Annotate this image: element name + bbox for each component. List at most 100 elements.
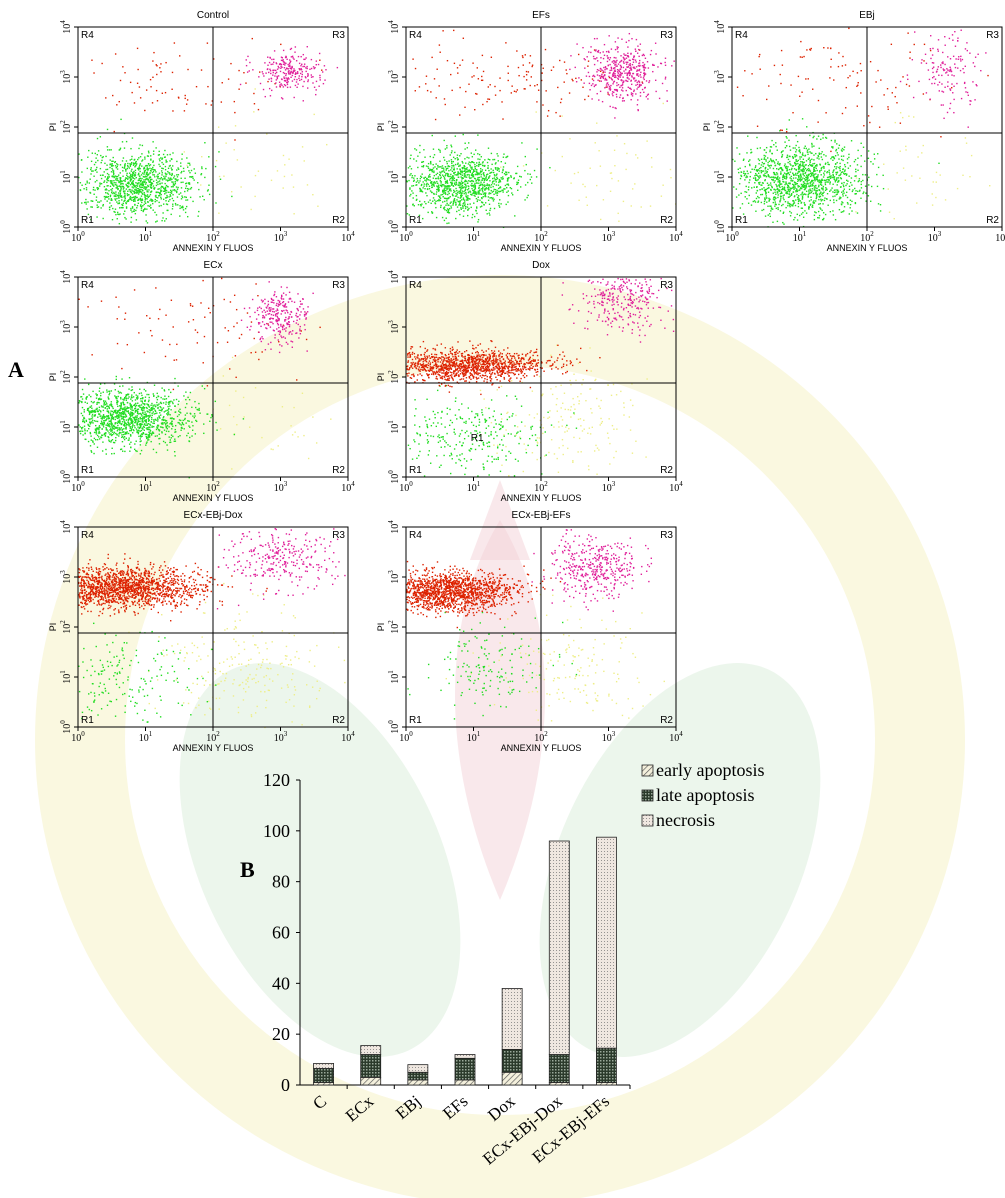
x-tick-label: C [309,1092,330,1114]
region-label: R4 [81,30,94,41]
legend-swatch [641,764,654,777]
y-tick-label: 120 [263,770,290,790]
y-tick-label: 104 [59,20,73,34]
region-label: R4 [409,530,422,541]
x-tick-label: 100 [71,730,85,744]
region-label: R4 [735,30,748,41]
x-tick-label: 103 [602,730,616,744]
bar-necrosis [501,988,523,1050]
y-axis-label: PI [48,623,58,632]
panel-control: Control R1 R2 R3 R4 100 101 102 103 104 100 101 102 1… [48,5,360,255]
legend-label: early apoptosis [656,760,764,780]
x-tick-label: 101 [139,480,153,494]
panel-ecx-ebj-efs: ECx-EBj-EFs R1 R2 R3 R4 100 101 102 103 104 100 101… [376,505,688,755]
panel-svg: Control R1 R2 R3 R4 100 101 102 103 104 100 101 102 1… [48,10,355,253]
y-tick-label: 101 [387,170,401,184]
figure-label-a: A [8,357,24,382]
region-label: R1 [735,215,748,226]
bar-late-apoptosis [313,1068,334,1083]
region-label: R1 [81,715,94,726]
y-axis-label: PI [702,123,712,132]
x-tick-label: 102 [860,230,874,244]
x-tick-label: 104 [669,230,683,244]
x-tick-label: 103 [274,230,288,244]
bar-early-apoptosis [454,1079,476,1086]
stacked-bar-chart: 0 20 40 60 80 100 120 B C ECx EBj EFs Dox ECx-EBj-Dox… [240,760,840,1195]
y-tick-label: 103 [59,70,73,84]
y-tick-label: 101 [387,420,401,434]
y-tick-label: 100 [387,470,401,484]
legend-swatch [641,814,654,827]
region-label: R4 [81,280,94,291]
region-label: R2 [332,715,345,726]
region-label: R3 [660,530,673,541]
y-tick-label: 104 [387,20,401,34]
bar-necrosis [407,1064,429,1073]
bar-late-apoptosis [501,1049,523,1073]
x-tick-label: 102 [206,230,220,244]
y-tick-label: 101 [59,170,73,184]
y-tick-label: 103 [387,320,401,334]
y-tick-label: 101 [59,420,73,434]
bar-early-apoptosis [501,1071,523,1086]
x-axis-label: ANNEXIN Y FLUOS [501,493,582,503]
x-axis-label: ANNEXIN Y FLUOS [173,743,254,753]
region-label: R3 [332,530,345,541]
y-tick-label: 100 [387,720,401,734]
panel-ebj: EBj R1 R2 R3 R4 100 101 102 103 104 100 101 102 103 10… [702,5,1005,255]
bar-late-apoptosis [548,1054,570,1083]
x-tick-label: EFs [439,1092,471,1124]
x-tick-label: 101 [139,230,153,244]
y-tick-label: 101 [713,170,727,184]
panel-efs: EFs R1 R2 R3 R4 100 101 102 103 104 100 101 102 103 10… [376,5,688,255]
bar-early-apoptosis [407,1079,429,1086]
x-tick-label: 100 [399,480,413,494]
region-label: R1 [409,715,422,726]
x-tick-label: 102 [206,480,220,494]
panel-svg: Dox R1 R2 R3 R4 R1 100 101 102 103 104 100 101 102 103… [376,260,683,503]
legend-label: late apoptosis [656,785,754,805]
panel-ecx: ECx R1 R2 R3 R4 100 101 102 103 104 100 101 102 103 10… [48,255,360,505]
region-label: R4 [81,530,94,541]
scatter-points [78,527,346,729]
x-tick-label: 104 [669,480,683,494]
bar-late-apoptosis [407,1071,429,1081]
x-tick-label: 103 [274,480,288,494]
panel-title: ECx-EBj-EFs [512,510,571,521]
region-label: R1 [471,433,484,444]
region-label: R3 [986,30,999,41]
y-tick-label: 0 [281,1075,290,1095]
region-label: R3 [332,30,345,41]
legend-label: necrosis [656,810,715,830]
x-tick-label: 103 [602,480,616,494]
region-label: R4 [409,280,422,291]
panel-svg: ECx-EBj-EFs R1 R2 R3 R4 100 101 102 103 104 100 101… [376,510,683,753]
y-tick-label: 103 [387,70,401,84]
x-tick-label: 101 [139,730,153,744]
x-axis-label: ANNEXIN Y FLUOS [827,243,908,253]
panel-svg: ECx-EBj-Dox R1 R2 R3 R4 100 101 102 103 104 100 101… [48,510,355,753]
y-tick-label: 104 [59,520,73,534]
x-tick-label: 102 [534,730,548,744]
x-tick-label: 103 [928,230,942,244]
y-tick-label: 103 [59,320,73,334]
y-tick-label: 101 [387,670,401,684]
region-label: R2 [660,715,673,726]
x-tick-label: 100 [399,730,413,744]
bar-necrosis [454,1054,476,1059]
y-tick-label: 80 [272,872,290,892]
y-tick-label: 102 [59,370,73,384]
y-tick-label: 102 [713,120,727,134]
region-label: R3 [660,280,673,291]
x-tick-label: 100 [399,230,413,244]
y-axis-label: PI [48,373,58,382]
legend-swatch [641,789,654,802]
x-tick-label: 104 [669,730,683,744]
figure-label-b: B [240,857,255,882]
panel-title: ECx-EBj-Dox [184,510,243,521]
x-tick-label: 102 [534,230,548,244]
bar-late-apoptosis [360,1054,382,1078]
x-tick-label: 103 [274,730,288,744]
region-label: R1 [409,465,422,476]
bar-late-apoptosis [596,1047,617,1083]
